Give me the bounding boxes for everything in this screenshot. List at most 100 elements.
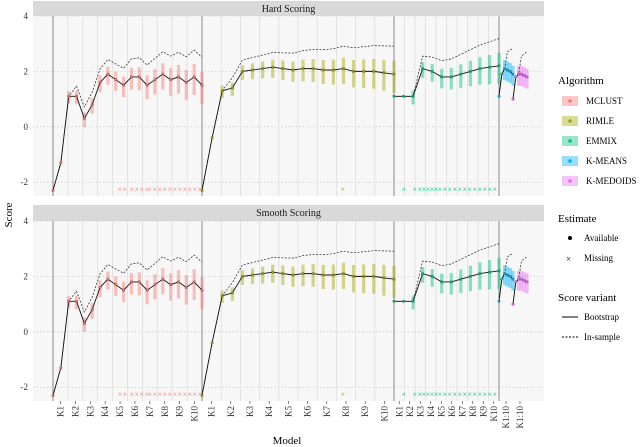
estimate-point (184, 81, 188, 84)
missing-marker: × (413, 185, 418, 194)
missing-marker: × (458, 185, 463, 194)
y-tick-label: 0 (24, 122, 29, 132)
legend-variant-insample: In-sample (584, 332, 620, 342)
facet-strip (33, 1, 544, 16)
estimate-point (311, 272, 315, 276)
missing-marker: × (158, 390, 163, 399)
uncertainty-bar (497, 52, 501, 85)
legend-algo-rimle: RIMLE (586, 116, 615, 126)
legend-algo-mclust: MCLUST (586, 96, 623, 106)
estimate-point (511, 97, 515, 101)
missing-marker: × (140, 390, 145, 399)
uncertainty-bar (519, 270, 523, 291)
estimate-point (430, 69, 434, 73)
x-tick-label: K2 (70, 406, 80, 417)
uncertainty-bar (106, 271, 110, 290)
series-k-medoids (511, 51, 529, 101)
legend-algo-emmix: EMMIX (586, 136, 617, 146)
missing-marker: × (173, 185, 178, 194)
estimate-point (261, 272, 265, 276)
x-tick-label: K8 (341, 406, 351, 417)
missing-marker: × (483, 185, 488, 194)
missing-marker: × (426, 390, 431, 399)
estimate-point (402, 94, 405, 98)
missing-marker: × (430, 390, 435, 399)
estimate-point (200, 288, 204, 292)
x-tick-label: K3 (85, 406, 95, 417)
missing-marker: × (188, 390, 193, 399)
missing-marker: × (130, 390, 135, 399)
uncertainty-bar (459, 269, 463, 293)
estimate-point (321, 68, 325, 72)
estimate-point (392, 277, 396, 281)
estimate-point (200, 83, 204, 87)
uncertainty-bar (153, 69, 157, 95)
uncertainty-bar (522, 272, 526, 293)
estimate-point (271, 270, 275, 274)
x-tick-label: K6 (447, 406, 457, 417)
uncertainty-bar (129, 67, 134, 90)
uncertainty-bar (519, 65, 523, 86)
estimate-point (352, 274, 356, 278)
available-marker-icon (568, 236, 572, 240)
x-tick-label: K9 (175, 406, 185, 417)
estimate-point (51, 394, 55, 397)
estimate-point (98, 286, 102, 289)
estimate-point (522, 74, 526, 77)
uncertainty-bar (430, 269, 434, 287)
estimate-point (342, 272, 345, 276)
estimate-point (114, 78, 118, 82)
missing-marker: × (438, 185, 443, 194)
uncertainty-bar (184, 70, 188, 100)
estimate-point (392, 72, 396, 76)
missing-marker: × (178, 390, 183, 399)
uncertainty-bar (449, 272, 453, 295)
facet-strip-label: Hard Scoring (262, 4, 316, 15)
missing-marker: × (198, 185, 203, 194)
x-tick-label: K7 (457, 406, 467, 417)
series-k-means (497, 253, 515, 303)
estimate-point (240, 274, 244, 278)
estimate-point (372, 69, 376, 73)
legend: Algorithm MCLUST RIMLE EMMIX K-MEANS K-MEDOI… (558, 75, 637, 342)
estimate-point (169, 78, 173, 82)
estimate-point (281, 67, 285, 71)
estimate-point (508, 69, 512, 73)
uncertainty-bar (468, 265, 472, 292)
uncertainty-bar (497, 257, 501, 290)
uncertainty-bar (311, 264, 315, 287)
uncertainty-bar (372, 263, 376, 294)
missing-marker: × (183, 390, 188, 399)
bootstrap-line (201, 66, 395, 191)
uncertainty-bar (184, 275, 188, 305)
estimate-point (497, 299, 501, 303)
insample-line (52, 254, 203, 396)
uncertainty-bar (271, 264, 275, 283)
uncertainty-bar (301, 264, 305, 287)
missing-marker: × (426, 185, 431, 194)
insample-line (201, 45, 395, 191)
series-emmix (392, 38, 501, 105)
estimate-point (517, 72, 521, 76)
uncertainty-bar (121, 76, 126, 98)
estimate-point (362, 69, 366, 73)
estimate-point (468, 274, 472, 278)
estimate-point (525, 75, 529, 79)
estimate-point (411, 299, 415, 303)
uncertainty-bar (449, 67, 453, 90)
missing-marker: × (173, 390, 178, 399)
legend-swatch-dot (568, 119, 572, 123)
missing-marker: × (478, 185, 483, 194)
uncertainty-bar (382, 59, 386, 91)
insample-line (201, 250, 395, 396)
y-tick-label: -2 (21, 177, 29, 187)
estimate-point (75, 299, 78, 303)
uncertainty-bar (508, 268, 512, 289)
uncertainty-bar (291, 266, 295, 287)
estimate-point (153, 283, 157, 287)
estimate-point (459, 277, 463, 281)
estimate-point (291, 273, 295, 277)
missing-marker: × (163, 390, 168, 399)
missing-marker: × (135, 390, 140, 399)
missing-marker: × (463, 390, 468, 399)
